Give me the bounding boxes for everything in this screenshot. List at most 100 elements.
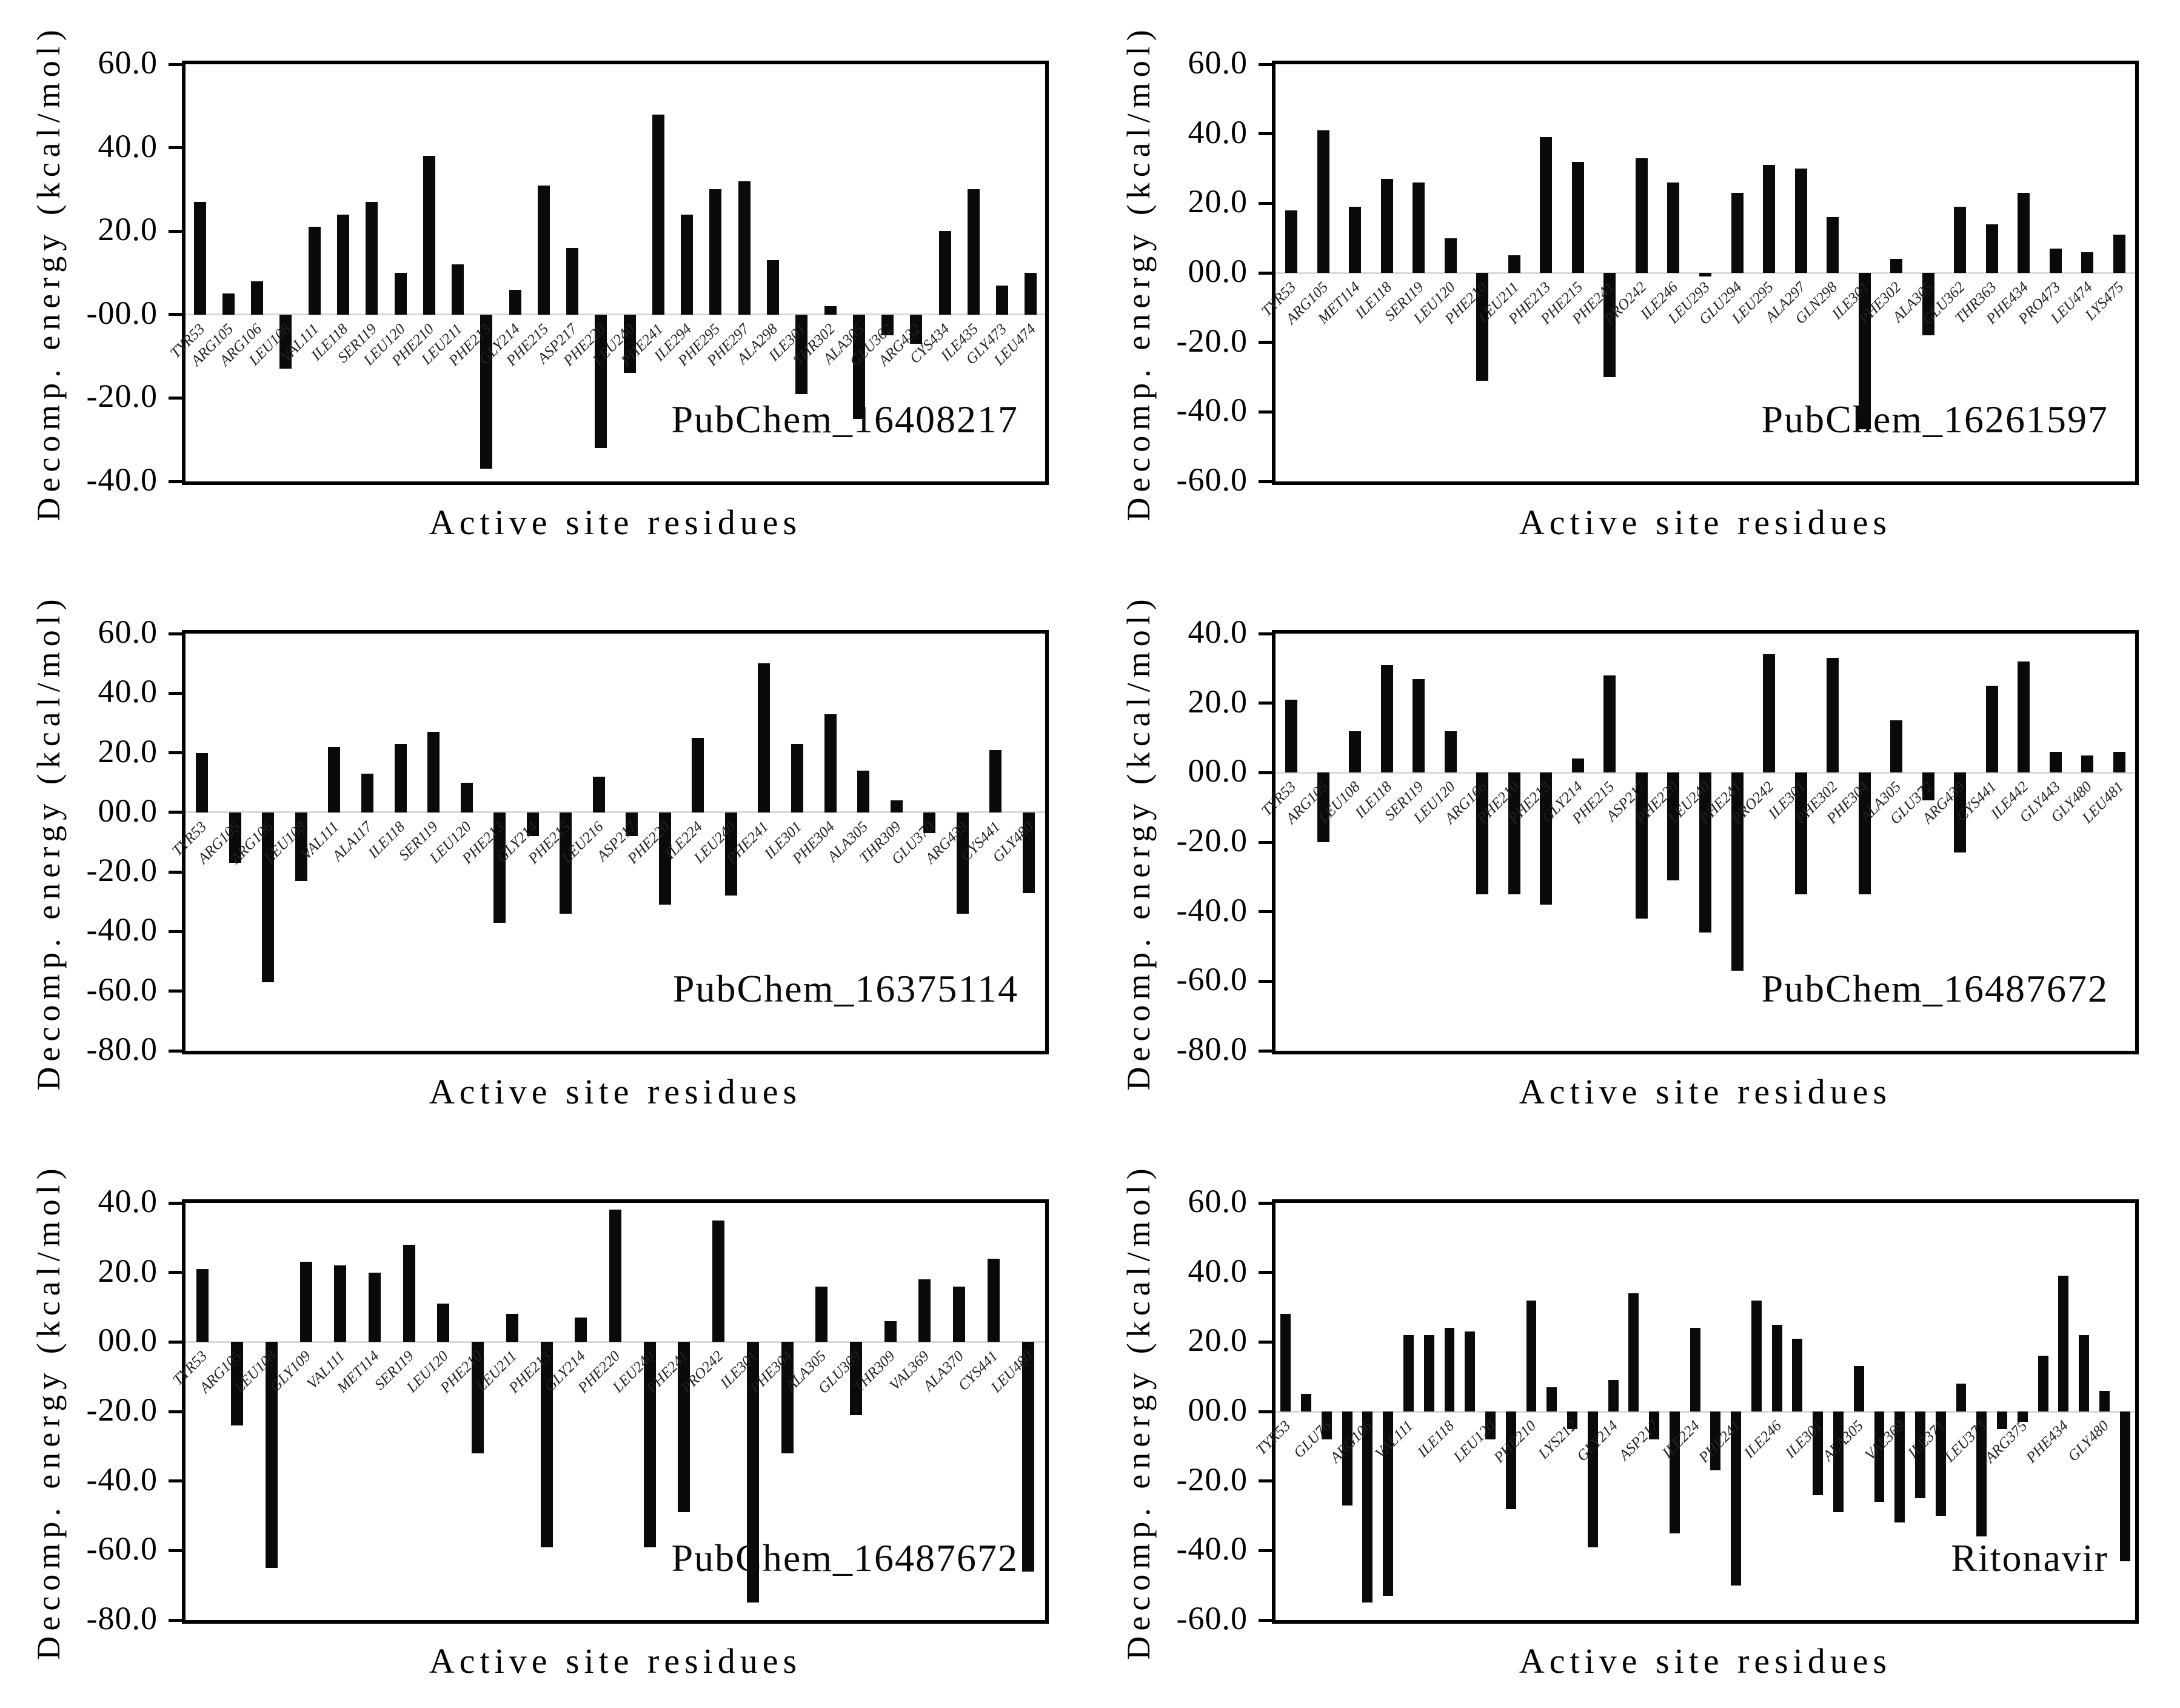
bar xyxy=(452,264,464,315)
y-tick-label: -40.0 xyxy=(86,461,158,498)
bar xyxy=(884,1321,897,1342)
bar xyxy=(1465,1331,1476,1412)
bar xyxy=(1771,1324,1782,1412)
y-tick-label: 60.0 xyxy=(1188,1183,1248,1219)
bar xyxy=(537,185,550,315)
y-tick-label: 00.0 xyxy=(1188,1392,1248,1428)
bar xyxy=(1635,158,1648,273)
bar xyxy=(2017,1412,2028,1422)
y-tick-label: -80.0 xyxy=(86,1600,158,1636)
bar xyxy=(595,314,607,448)
bar xyxy=(996,285,1009,315)
bar xyxy=(1827,217,1839,273)
bar xyxy=(509,289,521,315)
y-tick-mark xyxy=(1259,1549,1272,1552)
bar xyxy=(626,812,638,837)
bar xyxy=(1444,731,1457,773)
bar xyxy=(795,314,808,394)
y-tick-label: 20.0 xyxy=(98,1252,158,1289)
y-tick-mark xyxy=(1259,840,1272,844)
y-tick-label: 00.0 xyxy=(1188,253,1248,289)
bar xyxy=(791,743,803,812)
y-tick-label: -20.0 xyxy=(86,852,158,889)
bar xyxy=(427,732,440,812)
bar xyxy=(460,782,473,812)
bar xyxy=(1731,1412,1742,1586)
bar xyxy=(923,812,936,834)
bar xyxy=(1833,1412,1844,1513)
bar xyxy=(1603,273,1616,377)
bar xyxy=(1508,772,1520,894)
y-tick-mark xyxy=(169,870,182,874)
bar xyxy=(781,1342,794,1453)
plot-area: TYR53 GLU76 ARG106 VAL111 ILE118 LEU120 PHE210… xyxy=(1253,1199,2139,1624)
bar xyxy=(1505,1412,1516,1509)
y-tick-label: 00.0 xyxy=(1188,752,1248,789)
bar xyxy=(265,1342,278,1568)
y-tick-label: -60.0 xyxy=(86,1530,158,1567)
panel-pubchem-16487672-a: Decomp. energy (kcal/mol) TYR53 ARG105 LEU… xyxy=(1090,569,2180,1139)
bar xyxy=(560,812,572,914)
bar xyxy=(1792,1338,1803,1412)
bar xyxy=(231,1342,244,1425)
bar xyxy=(394,273,407,315)
bar xyxy=(1608,1380,1619,1412)
bar xyxy=(1751,1300,1762,1412)
bar xyxy=(850,1342,863,1415)
y-tick-mark xyxy=(169,691,182,695)
bar xyxy=(1540,137,1553,273)
y-tick-mark xyxy=(1259,1049,1272,1053)
bar xyxy=(658,812,671,905)
y-tick-label: -20.0 xyxy=(86,1392,158,1428)
y-tick-mark xyxy=(169,929,182,933)
bar xyxy=(1349,731,1362,773)
bar xyxy=(824,306,837,315)
y-tick-mark xyxy=(1259,1271,1272,1274)
y-tick-mark xyxy=(169,1340,182,1344)
bar xyxy=(480,314,493,469)
bar xyxy=(1380,665,1393,773)
compound-label: PubChem_16261597 xyxy=(1761,398,2108,441)
bar xyxy=(938,231,951,315)
bar xyxy=(890,800,903,812)
y-tick-label: 20.0 xyxy=(1188,1322,1248,1359)
bar xyxy=(2099,1390,2110,1412)
y-tick-label: -00.0 xyxy=(86,294,158,331)
y-tick-mark xyxy=(1259,632,1272,635)
bar xyxy=(366,202,378,315)
bar xyxy=(2018,193,2030,273)
bar xyxy=(493,812,506,923)
bar xyxy=(1423,1335,1434,1412)
bar xyxy=(299,1262,312,1342)
plot-area: TYR53 ARG105 ARG106 LEU108 VAL111 ALA117 ILE11… xyxy=(169,630,1049,1054)
bar xyxy=(2018,661,2030,773)
zero-gridline xyxy=(1276,1410,2135,1413)
y-tick-mark xyxy=(1259,410,1272,414)
y-tick-mark xyxy=(169,632,182,635)
bar xyxy=(196,1268,209,1342)
bar xyxy=(724,812,737,896)
bar xyxy=(1763,654,1776,773)
panel-pubchem-16487672-b: Decomp. energy (kcal/mol) TYR53 ARG105 LEU… xyxy=(0,1139,1090,1708)
bar xyxy=(857,771,870,812)
bar xyxy=(1794,169,1807,273)
bar xyxy=(336,214,349,315)
bar xyxy=(643,1342,656,1547)
bar xyxy=(1571,161,1584,273)
bar xyxy=(1667,772,1680,881)
compound-label: Ritonavir xyxy=(1951,1536,2108,1579)
bar xyxy=(1699,273,1711,276)
bar xyxy=(1763,165,1776,273)
bar xyxy=(1349,207,1362,273)
plot-area: TYR53 ARG105 MET114 ILE118 SER119 LEU120 PHE21… xyxy=(1259,61,2139,485)
y-tick-mark xyxy=(1259,341,1272,344)
bar xyxy=(1699,772,1711,933)
bar xyxy=(1922,273,1934,336)
bar xyxy=(2079,1335,2090,1412)
y-tick-label: 40.0 xyxy=(98,673,158,710)
bar xyxy=(193,202,206,315)
y-tick-label: -80.0 xyxy=(86,1031,158,1067)
panel-pubchem-16375114: Decomp. energy (kcal/mol) TYR53 ARG105 ARG… xyxy=(0,569,1090,1139)
y-tick-label: -60.0 xyxy=(86,971,158,1008)
